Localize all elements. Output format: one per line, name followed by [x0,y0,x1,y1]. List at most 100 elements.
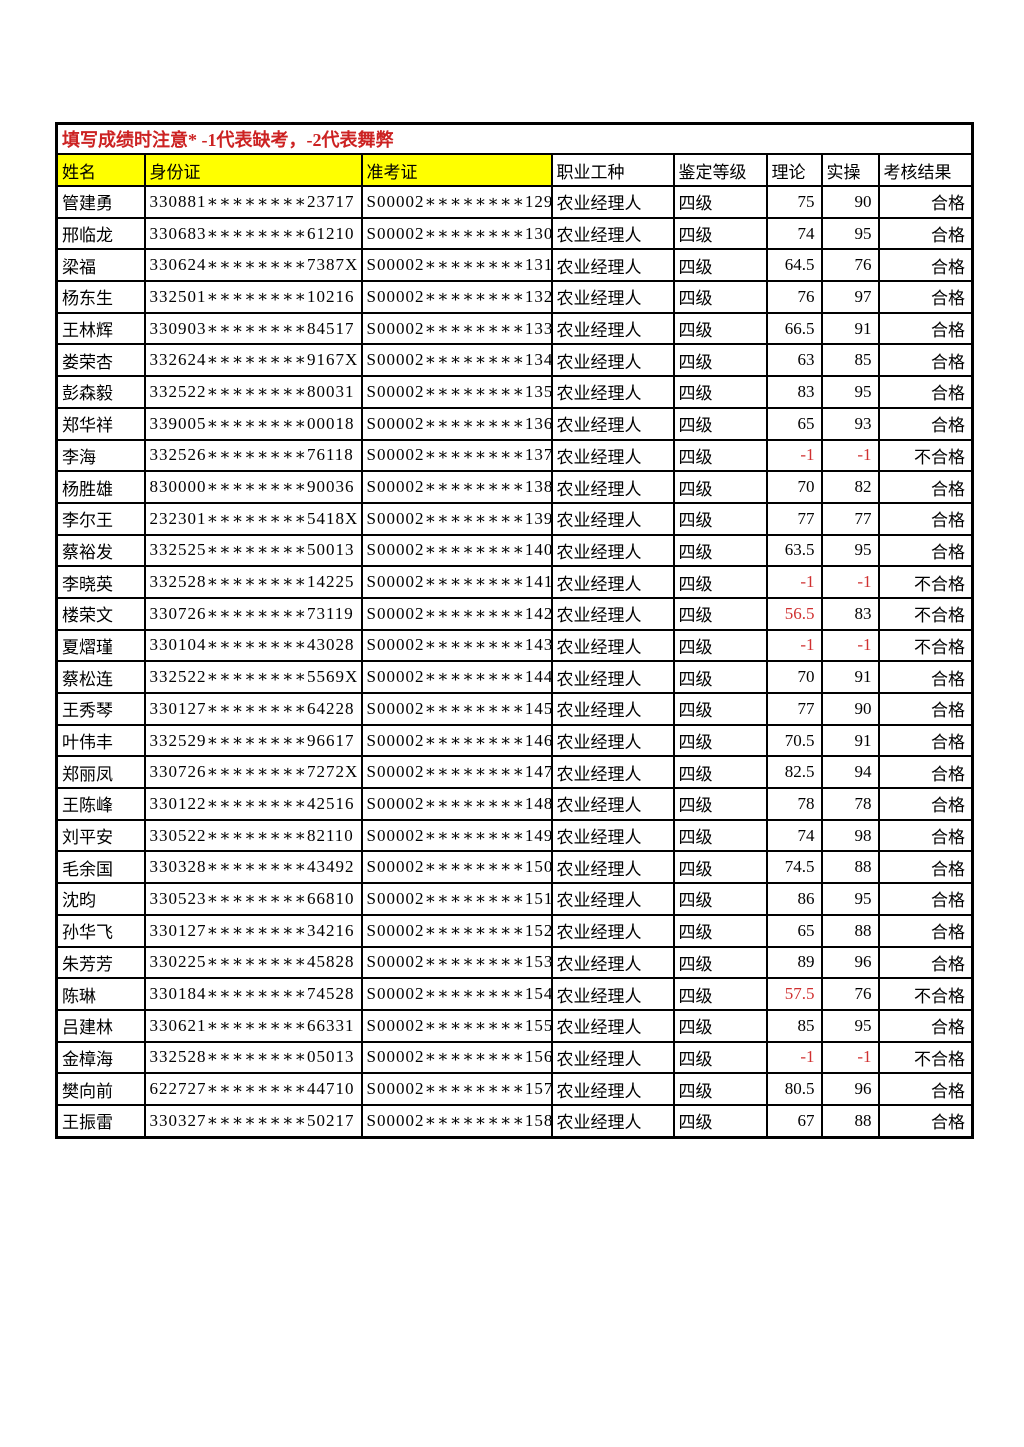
cell-name: 孙华飞 [55,913,146,948]
cell-exam-ticket: S00002∗∗∗∗∗∗∗∗137 [360,438,553,473]
cell-occupation: 农业经理人 [550,406,675,441]
column-header-occupation: 职业工种 [550,153,675,187]
cell-id-card: 330104∗∗∗∗∗∗∗∗43028 [143,628,363,663]
cell-result: 不合格 [877,1040,974,1075]
cell-occupation: 农业经理人 [550,501,675,536]
cell-practical: 76 [820,977,880,1011]
table-row: 梁福 330624∗∗∗∗∗∗∗∗7387X S00002∗∗∗∗∗∗∗∗131 农业… [55,248,974,283]
cell-theory: 78 [765,787,823,821]
cell-level: 四级 [672,1008,768,1043]
table-row: 李海 332526∗∗∗∗∗∗∗∗76118 S00002∗∗∗∗∗∗∗∗137 农业… [55,438,974,473]
cell-level: 四级 [672,882,768,916]
cell-practical: 88 [820,1103,880,1139]
cell-practical: 94 [820,755,880,790]
cell-theory: 66.5 [765,311,823,346]
table-row: 王振雷 330327∗∗∗∗∗∗∗∗50217 S00002∗∗∗∗∗∗∗∗158 农… [55,1103,974,1139]
cell-occupation: 农业经理人 [550,438,675,473]
cell-id-card: 232301∗∗∗∗∗∗∗∗5418X [143,501,363,536]
cell-name: 刘平安 [55,818,146,853]
cell-theory: 82.5 [765,755,823,790]
cell-practical: -1 [820,628,880,663]
cell-level: 四级 [672,755,768,790]
cell-id-card: 330522∗∗∗∗∗∗∗∗82110 [143,818,363,853]
cell-practical: 91 [820,723,880,758]
cell-practical: 82 [820,470,880,504]
cell-occupation: 农业经理人 [550,596,675,631]
cell-practical: 95 [820,882,880,916]
cell-name: 陈琳 [55,977,146,1011]
cell-practical: 91 [820,311,880,346]
cell-result: 合格 [877,311,974,346]
cell-id-card: 330683∗∗∗∗∗∗∗∗61210 [143,216,363,251]
cell-name: 沈昀 [55,882,146,916]
cell-level: 四级 [672,850,768,885]
cell-theory: 57.5 [765,977,823,1011]
table-row: 郑华祥 339005∗∗∗∗∗∗∗∗00018 S00002∗∗∗∗∗∗∗∗136 农… [55,406,974,441]
column-header-level: 鉴定等级 [672,153,768,187]
cell-occupation: 农业经理人 [550,280,675,314]
cell-occupation: 农业经理人 [550,1072,675,1106]
cell-occupation: 农业经理人 [550,1008,675,1043]
table-row: 刘平安 330522∗∗∗∗∗∗∗∗82110 S00002∗∗∗∗∗∗∗∗149 农… [55,818,974,853]
cell-exam-ticket: S00002∗∗∗∗∗∗∗∗138 [360,470,553,504]
cell-result: 合格 [877,375,974,409]
cell-occupation: 农业经理人 [550,850,675,885]
table-row: 杨胜雄 830000∗∗∗∗∗∗∗∗90036 S00002∗∗∗∗∗∗∗∗138 农… [55,470,974,504]
cell-theory: 70 [765,470,823,504]
cell-exam-ticket: S00002∗∗∗∗∗∗∗∗149 [360,818,553,853]
cell-occupation: 农业经理人 [550,311,675,346]
cell-exam-ticket: S00002∗∗∗∗∗∗∗∗140 [360,533,553,568]
cell-result: 不合格 [877,628,974,663]
cell-occupation: 农业经理人 [550,913,675,948]
table-row: 夏熠瑾 330104∗∗∗∗∗∗∗∗43028 S00002∗∗∗∗∗∗∗∗143 农… [55,628,974,663]
table-row: 楼荣文 330726∗∗∗∗∗∗∗∗73119 S00002∗∗∗∗∗∗∗∗142 农… [55,596,974,631]
cell-level: 四级 [672,280,768,314]
cell-practical: 76 [820,248,880,283]
cell-exam-ticket: S00002∗∗∗∗∗∗∗∗129 [360,185,553,219]
cell-level: 四级 [672,787,768,821]
cell-result: 合格 [877,1103,974,1139]
cell-result: 合格 [877,882,974,916]
cell-name: 吕建林 [55,1008,146,1043]
cell-practical: -1 [820,565,880,599]
cell-level: 四级 [672,945,768,980]
cell-exam-ticket: S00002∗∗∗∗∗∗∗∗144 [360,660,553,694]
cell-id-card: 330726∗∗∗∗∗∗∗∗73119 [143,596,363,631]
cell-theory: 85 [765,1008,823,1043]
cell-theory: 65 [765,406,823,441]
cell-level: 四级 [672,596,768,631]
cell-exam-ticket: S00002∗∗∗∗∗∗∗∗133 [360,311,553,346]
table-row: 叶伟丰 332529∗∗∗∗∗∗∗∗96617 S00002∗∗∗∗∗∗∗∗146 农… [55,723,974,758]
column-header-theory: 理论 [765,153,823,187]
cell-result: 合格 [877,945,974,980]
cell-level: 四级 [672,248,768,283]
table-row: 毛余国 330328∗∗∗∗∗∗∗∗43492 S00002∗∗∗∗∗∗∗∗150 农… [55,850,974,885]
cell-level: 四级 [672,660,768,694]
cell-id-card: 332525∗∗∗∗∗∗∗∗50013 [143,533,363,568]
cell-level: 四级 [672,565,768,599]
cell-name: 王陈峰 [55,787,146,821]
table-body: 管建勇 330881∗∗∗∗∗∗∗∗23717 S00002∗∗∗∗∗∗∗∗129 农… [55,185,974,1139]
cell-occupation: 农业经理人 [550,343,675,378]
cell-theory: 76 [765,280,823,314]
cell-id-card: 330225∗∗∗∗∗∗∗∗45828 [143,945,363,980]
cell-practical: 95 [820,533,880,568]
cell-practical: 96 [820,945,880,980]
cell-exam-ticket: S00002∗∗∗∗∗∗∗∗134 [360,343,553,378]
score-table: 填写成绩时注意* -1代表缺考，-2代表舞弊 姓名 身份证 准考证 职业工种 鉴定等级理… [55,122,974,1139]
table-row: 蔡裕发 332525∗∗∗∗∗∗∗∗50013 S00002∗∗∗∗∗∗∗∗140 农… [55,533,974,568]
cell-theory: 74 [765,818,823,853]
cell-occupation: 农业经理人 [550,945,675,980]
cell-level: 四级 [672,1072,768,1106]
cell-occupation: 农业经理人 [550,533,675,568]
cell-id-card: 330127∗∗∗∗∗∗∗∗64228 [143,692,363,726]
cell-practical: 77 [820,501,880,536]
header-row: 姓名 身份证 准考证 职业工种 鉴定等级 理论 实操 考核结果 [55,153,974,187]
cell-practical: 97 [820,280,880,314]
cell-exam-ticket: S00002∗∗∗∗∗∗∗∗157 [360,1072,553,1106]
cell-name: 梁福 [55,248,146,283]
cell-name: 樊向前 [55,1072,146,1106]
cell-theory: 80.5 [765,1072,823,1106]
cell-result: 合格 [877,755,974,790]
cell-name: 金樟海 [55,1040,146,1075]
